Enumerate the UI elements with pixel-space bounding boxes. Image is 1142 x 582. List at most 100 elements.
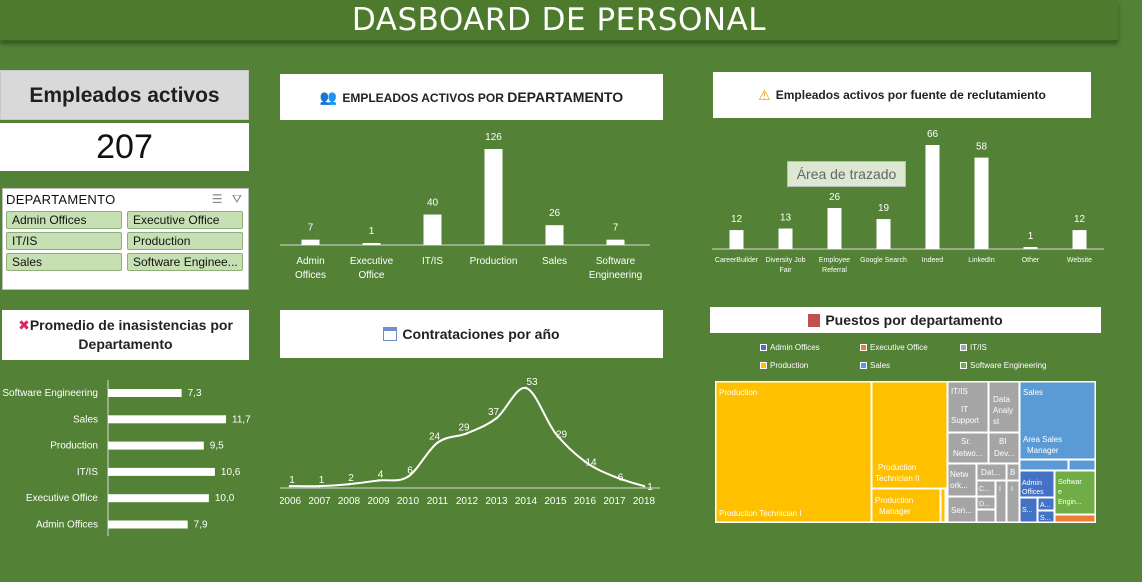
treemap-tile-i-3[interactable] xyxy=(976,509,996,523)
hires-year-label-2017: 2017 xyxy=(603,496,626,507)
treemap-title-box: Puestos por departamento xyxy=(710,307,1101,333)
treemap-label-prod-tech-2-a: Production xyxy=(878,463,916,472)
absence-category-label-it-is: IT/IS xyxy=(77,467,98,478)
treemap-tile-production-technician-2[interactable] xyxy=(871,381,948,489)
treemap-tile-it-support[interactable] xyxy=(947,381,989,433)
slicer-item-production[interactable]: Production xyxy=(127,232,243,250)
hires-year-label-2011: 2011 xyxy=(427,496,449,507)
absence-bar-chart[interactable]: Software Engineering 7,3 Sales 11,7 Producti… xyxy=(0,378,270,540)
treemap-tile-production-technician-1[interactable] xyxy=(715,381,872,523)
hires-series-line xyxy=(289,386,645,488)
hires-point-2012 xyxy=(465,432,469,435)
dept-category-label-software-engineering-1: Engineering xyxy=(589,270,642,281)
recruit-bar-chart[interactable]: 12 CareerBuilder 13 Diversity Job Fair 26 Empl… xyxy=(706,118,1106,280)
treemap-tile-sales-2[interactable] xyxy=(1019,459,1069,471)
treemap-label-b: B xyxy=(1010,468,1015,477)
recruit-bar-google-search xyxy=(876,219,891,249)
treemap-label-itis: IT/IS xyxy=(951,387,968,396)
treemap-tile-sales-3[interactable] xyxy=(1068,459,1096,471)
treemap-label-i-1: I xyxy=(999,486,1001,493)
treemap-tile-production-manager[interactable] xyxy=(871,488,941,523)
treemap-tile-dat[interactable] xyxy=(976,463,1007,481)
treemap-tile-i-1[interactable] xyxy=(995,480,1007,523)
hires-value-label-2007: 1 xyxy=(319,475,325,486)
treemap-label-prod-tech-2-b: Technician II xyxy=(875,474,919,483)
treemap-tile-production-small[interactable] xyxy=(940,488,946,523)
recruit-value-label-careerbuilder: 12 xyxy=(731,214,743,225)
hires-chart-title-box: Contrataciones por año xyxy=(280,310,663,358)
treemap-tile-b[interactable] xyxy=(1006,463,1020,481)
recruit-bar-employee-referral xyxy=(827,208,842,249)
treemap-tile-c[interactable] xyxy=(976,480,996,497)
treemap-tile-sen[interactable] xyxy=(947,496,977,523)
treemap-label-admin-offices-b: Offices xyxy=(1022,489,1044,496)
multi-select-icon[interactable]: ☰ xyxy=(211,192,223,206)
clear-filter-icon[interactable]: ⛛ xyxy=(231,192,242,206)
dept-category-label-sales-0: Sales xyxy=(542,256,567,267)
absence-bar-it-is xyxy=(108,467,215,476)
dashboard-title: DASBOARD DE PERSONAL xyxy=(351,2,767,38)
treemap-tile-admin-s[interactable] xyxy=(1019,497,1038,523)
treemap-tile-software-engineering[interactable] xyxy=(1054,470,1096,515)
slicer-item-it-is[interactable]: IT/IS xyxy=(6,232,122,250)
recruit-category-label-diversity-job-fair-1: Fair xyxy=(779,267,792,274)
treemap-label-software-c: Engin... xyxy=(1058,499,1082,506)
dept-category-label-executive-office-0: Executive xyxy=(350,256,394,267)
treemap-tile-i-2[interactable] xyxy=(1006,480,1020,523)
absence-value-label-admin-offices: 7,9 xyxy=(194,520,208,531)
treemap-tile-area-sales-manager[interactable] xyxy=(1019,381,1096,460)
hires-point-2007 xyxy=(318,484,321,488)
recruit-value-label-other: 1 xyxy=(1028,231,1034,242)
hires-value-label-2018: 1 xyxy=(647,482,653,493)
plot-area-tooltip: Área de trazado xyxy=(787,161,906,187)
recruit-value-label-employee-referral: 26 xyxy=(829,192,841,203)
recruit-category-label-careerbuilder-0: CareerBuilder xyxy=(715,257,759,264)
treemap[interactable]: Production Production Technician I Produ… xyxy=(715,381,1096,523)
hires-line-chart[interactable]: 1 2006 1 2007 2 2008 4 2009 6 2010 24 2011 29 2012 37 2… xyxy=(280,370,665,520)
dept-bar-sales xyxy=(545,225,564,245)
legend-admin-offices: Admin Offices xyxy=(760,343,820,352)
recruit-bar-website xyxy=(1072,230,1087,249)
treemap-tile-executive-office[interactable] xyxy=(1054,514,1096,523)
hires-point-2009 xyxy=(377,479,380,482)
treemap-tile-admin-offices[interactable] xyxy=(1019,470,1055,498)
treemap-tile-admin-a[interactable] xyxy=(1037,497,1055,511)
hires-year-label-2009: 2009 xyxy=(367,496,390,507)
dept-value-label-sales: 26 xyxy=(549,208,561,219)
building-icon xyxy=(808,313,821,327)
treemap-tile-network[interactable] xyxy=(947,463,977,497)
treemap-tile-sr-network[interactable] xyxy=(947,432,989,464)
slicer-item-executive-office[interactable]: Executive Office xyxy=(127,211,243,229)
treemap-tile-data-analyst[interactable] xyxy=(988,381,1020,433)
warning-icon: ⚠ xyxy=(758,86,771,103)
absence-title-line2: Departamento xyxy=(78,336,173,352)
recruit-bar-indeed xyxy=(925,145,940,249)
hires-point-2018 xyxy=(642,484,646,488)
absence-category-label-software-engineering: Software Engineering xyxy=(2,388,98,399)
slicer-item-software-engineering[interactable]: Software Enginee... xyxy=(127,253,243,271)
dept-bar-it-is xyxy=(423,214,442,245)
treemap-label-bi-dev-b: Dev... xyxy=(994,449,1014,458)
treemap-label-it-support-b: Support xyxy=(951,416,980,425)
dept-value-label-software-engineering: 7 xyxy=(613,223,619,234)
hires-value-label-2012: 29 xyxy=(458,422,470,433)
absence-bar-production xyxy=(108,441,204,450)
recruit-category-label-employee-referral-1: Referral xyxy=(822,267,847,274)
hires-value-label-2015: 29 xyxy=(556,429,568,440)
treemap-label-production: Production xyxy=(719,388,757,397)
recruit-bar-linkedin xyxy=(974,157,989,249)
dept-bar-chart[interactable]: 7 Admin Offices 1 Executive Office 40 IT/IS 126 P… xyxy=(280,120,663,290)
treemap-tile-bi-dev[interactable] xyxy=(988,432,1020,464)
treemap-label-prod-tech-1: Production Technician I xyxy=(719,509,802,518)
recruit-category-label-website-0: Website xyxy=(1067,257,1092,264)
absence-value-label-production: 9,5 xyxy=(210,441,224,452)
treemap-tile-admin-s2[interactable] xyxy=(1037,510,1055,523)
dept-chart-title-prefix: EMPLEADOS ACTIVOS POR xyxy=(342,91,508,105)
legend-software-engineering: Software Engineering xyxy=(960,361,1047,370)
hires-point-2008 xyxy=(347,483,351,486)
slicer-item-admin-offices[interactable]: Admin Offices xyxy=(6,211,122,229)
slicer-title: DEPARTAMENTO xyxy=(6,192,116,207)
treemap-tile-d[interactable] xyxy=(976,496,996,510)
absence-value-label-it-is: 10,6 xyxy=(221,467,241,478)
slicer-item-sales[interactable]: Sales xyxy=(6,253,122,271)
